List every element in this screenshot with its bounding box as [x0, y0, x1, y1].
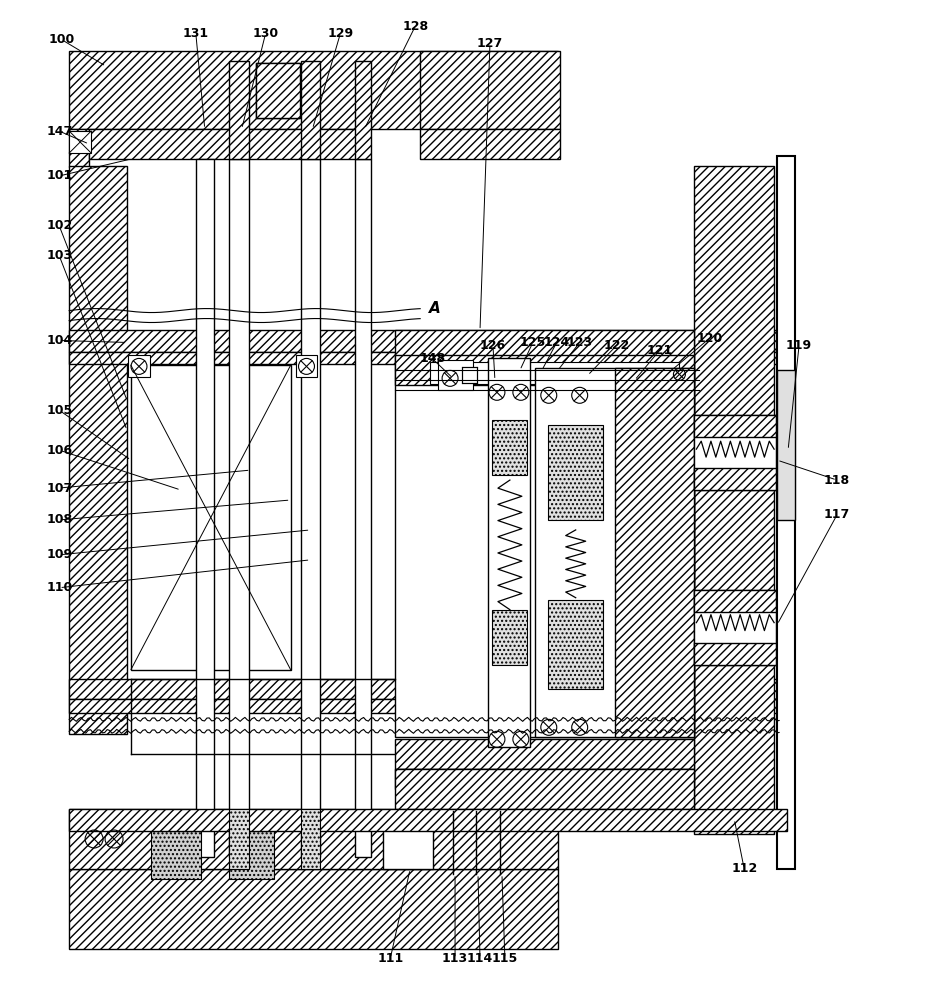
- Text: 112: 112: [731, 862, 757, 875]
- Bar: [301, 159, 320, 857]
- Text: 114: 114: [467, 952, 494, 965]
- Text: 121: 121: [647, 344, 672, 357]
- Bar: [396, 330, 694, 358]
- Text: 101: 101: [46, 169, 72, 182]
- Bar: [296, 355, 318, 377]
- Text: 117: 117: [824, 508, 850, 521]
- Text: 113: 113: [442, 952, 468, 965]
- Bar: [69, 166, 127, 734]
- Text: 104: 104: [46, 334, 72, 347]
- Bar: [69, 51, 557, 129]
- Bar: [694, 415, 776, 437]
- Bar: [777, 370, 795, 520]
- Bar: [69, 869, 557, 949]
- Text: 115: 115: [492, 952, 518, 965]
- Text: 110: 110: [46, 581, 72, 594]
- Bar: [694, 468, 776, 490]
- Text: 125: 125: [519, 336, 546, 349]
- Bar: [131, 365, 291, 670]
- Bar: [777, 156, 795, 869]
- Bar: [430, 362, 679, 384]
- Text: 147: 147: [46, 125, 72, 138]
- Bar: [69, 679, 777, 699]
- Bar: [396, 769, 694, 809]
- Text: 103: 103: [47, 249, 72, 262]
- Text: 129: 129: [327, 27, 354, 40]
- Text: 106: 106: [47, 444, 72, 457]
- Bar: [614, 368, 694, 737]
- Bar: [420, 51, 560, 129]
- Bar: [396, 358, 694, 368]
- Bar: [462, 367, 477, 383]
- Bar: [69, 129, 89, 167]
- Bar: [492, 610, 527, 665]
- Bar: [420, 129, 560, 159]
- Bar: [694, 590, 776, 612]
- Bar: [694, 590, 776, 665]
- Bar: [229, 809, 248, 869]
- Bar: [356, 61, 371, 159]
- Bar: [488, 358, 530, 747]
- Text: 127: 127: [476, 37, 503, 50]
- Bar: [69, 699, 777, 713]
- Text: 131: 131: [183, 27, 209, 40]
- Text: 126: 126: [480, 339, 506, 352]
- Bar: [69, 809, 787, 831]
- Bar: [89, 129, 368, 159]
- Text: 118: 118: [824, 474, 850, 487]
- Bar: [69, 330, 777, 352]
- Bar: [229, 814, 274, 879]
- Bar: [301, 809, 320, 869]
- Bar: [151, 814, 201, 879]
- Bar: [396, 739, 694, 769]
- Bar: [548, 600, 603, 689]
- Text: 120: 120: [696, 332, 723, 345]
- Bar: [694, 415, 776, 490]
- Text: 102: 102: [46, 219, 72, 232]
- Text: 100: 100: [49, 33, 74, 46]
- Bar: [396, 368, 694, 737]
- Bar: [383, 811, 433, 869]
- Text: 124: 124: [544, 336, 570, 349]
- Bar: [128, 355, 150, 377]
- Bar: [69, 809, 557, 869]
- Text: 128: 128: [402, 20, 428, 33]
- Text: 119: 119: [786, 339, 812, 352]
- Bar: [229, 159, 248, 857]
- Bar: [492, 420, 527, 475]
- Text: 122: 122: [604, 339, 630, 352]
- Bar: [69, 131, 91, 153]
- Bar: [256, 63, 300, 118]
- Text: 107: 107: [46, 482, 72, 495]
- Bar: [256, 63, 300, 118]
- Bar: [356, 159, 371, 857]
- Bar: [69, 352, 777, 364]
- Text: 148: 148: [419, 352, 445, 365]
- Text: 123: 123: [567, 336, 592, 349]
- Text: 108: 108: [47, 513, 72, 526]
- Bar: [196, 159, 214, 857]
- Text: 109: 109: [47, 548, 72, 561]
- Text: A: A: [429, 301, 441, 316]
- Bar: [229, 61, 248, 159]
- Bar: [396, 769, 694, 789]
- Text: 111: 111: [378, 952, 403, 965]
- Bar: [694, 643, 776, 665]
- Text: 105: 105: [46, 404, 72, 417]
- Bar: [548, 425, 603, 520]
- Bar: [396, 355, 694, 385]
- Bar: [301, 61, 320, 159]
- Bar: [534, 368, 694, 737]
- Bar: [438, 360, 473, 390]
- Text: 130: 130: [253, 27, 279, 40]
- Bar: [694, 166, 774, 834]
